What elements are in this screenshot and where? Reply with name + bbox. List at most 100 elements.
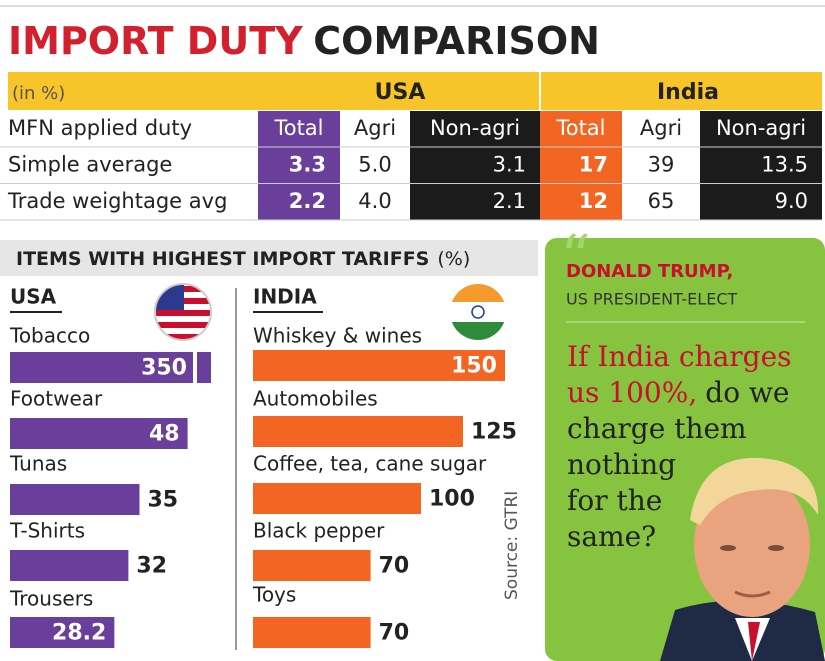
bar (10, 418, 188, 449)
bar (10, 617, 115, 648)
quote-line: us 100%, do we (567, 376, 789, 409)
quote-text: If India charges (567, 340, 792, 373)
category-label: Black pepper (253, 519, 385, 543)
category-label: Coffee, tea, cane sugar (253, 452, 487, 476)
category-label: Toys (252, 583, 296, 607)
table-cell: 3.1 (493, 152, 526, 176)
quote-text: nothing (567, 448, 676, 481)
category-label: Automobiles (253, 387, 378, 411)
category-label: T-Shirts (9, 519, 85, 543)
table-cell: 17 (579, 152, 608, 176)
bar (10, 550, 129, 581)
category-label: Tunas (9, 452, 67, 476)
bar (10, 484, 140, 515)
cell-bg (700, 147, 822, 183)
table-cell: Trade weightage avg (7, 189, 227, 213)
cell-bg (540, 111, 622, 147)
quote-line: charge them (567, 412, 747, 445)
value-label: 35 (148, 488, 179, 513)
title-highlight: IMPORT DUTY (8, 19, 303, 63)
header-cell: MFN applied duty (8, 116, 192, 140)
bar-break (193, 351, 197, 384)
section-bar (0, 240, 538, 276)
cell-bg (540, 184, 622, 220)
cell-bg (700, 111, 822, 147)
cell-bg (258, 184, 340, 220)
header-cell: Agri (354, 116, 396, 140)
value-label: 100 (429, 487, 475, 512)
india-flag (450, 284, 506, 340)
speaker-role: US PRESIDENT-ELECT (566, 290, 737, 309)
unit-label: (in %) (12, 83, 65, 104)
source: Source: GTRI (502, 491, 522, 600)
table-cell: 65 (648, 189, 675, 213)
group-header (8, 72, 822, 110)
table-cell: 5.0 (358, 152, 391, 176)
category-label: Tobacco (9, 324, 90, 348)
cell-bg (410, 147, 540, 183)
table-cell: 39 (648, 152, 675, 176)
value-label: 28.2 (52, 621, 106, 646)
portrait (660, 457, 825, 661)
category-label: Footwear (10, 387, 103, 411)
bar (253, 350, 505, 381)
cell-bg (258, 147, 340, 183)
cell-bg (540, 147, 622, 183)
category-label: Trousers (9, 587, 93, 611)
value-label: 32 (136, 554, 167, 579)
value-label: 125 (471, 420, 517, 445)
bar (10, 352, 211, 383)
value-label: 350 (141, 356, 187, 381)
section-title: ITEMS WITH HIGHEST IMPORT TARIFFS (%) (16, 248, 470, 270)
table-cell: 12 (579, 189, 608, 213)
usa-flag (154, 283, 212, 341)
header-cell: Total (273, 116, 323, 140)
header-cell: Non-agri (716, 116, 806, 140)
cell-bg (410, 184, 540, 220)
table-cell: 13.5 (761, 152, 808, 176)
value-label: 48 (149, 422, 180, 447)
value-label: 150 (451, 354, 497, 379)
quote-text: for the (567, 484, 662, 517)
bar (253, 416, 463, 447)
quote-text: charge them (567, 412, 747, 445)
quote-line: same? (567, 520, 656, 553)
section-unit: (%) (437, 248, 470, 270)
group-label: USA (375, 80, 426, 105)
quote-text: do we (705, 376, 789, 409)
quote-text: us 100%, (567, 376, 697, 409)
value-label: 70 (379, 554, 410, 579)
table: (in %) USA India MFN applied duty Total Agri N… (0, 72, 822, 221)
value-label: 70 (379, 621, 410, 646)
section-title-text: ITEMS WITH HIGHEST IMPORT TARIFFS (16, 248, 429, 270)
table-cell: 4.0 (358, 189, 391, 213)
quote-line: for the (567, 484, 662, 517)
chart-title: USA (10, 285, 57, 309)
quote-text: same? (567, 520, 656, 553)
bar (253, 550, 371, 581)
table-cell: 2.1 (493, 189, 526, 213)
quote-mark: “ (560, 223, 591, 293)
charts: USA Tobacco 350 Footwear 48 Tunas 35 T-Shirts 32… (9, 285, 517, 648)
table-cell: 3.3 (289, 152, 326, 176)
title: IMPORT DUTY COMPARISON (8, 19, 600, 63)
group-label: India (657, 80, 719, 105)
table-cell: 2.2 (289, 189, 326, 213)
table-cell: Simple average (8, 152, 172, 176)
header-cell: Agri (640, 116, 682, 140)
header-cell: Total (555, 116, 605, 140)
table-cell: 9.0 (775, 189, 808, 213)
chart-title: INDIA (253, 285, 317, 309)
header-cell: Non-agri (430, 116, 520, 140)
cell-bg (410, 111, 540, 147)
cell-bg (700, 184, 822, 220)
quote-line: If India charges (567, 340, 792, 373)
cell-bg (258, 111, 340, 147)
category-label: Whiskey & wines (253, 324, 422, 348)
speaker: DONALD TRUMP, (566, 261, 733, 282)
bar (253, 483, 421, 514)
quote-line: nothing (567, 448, 676, 481)
